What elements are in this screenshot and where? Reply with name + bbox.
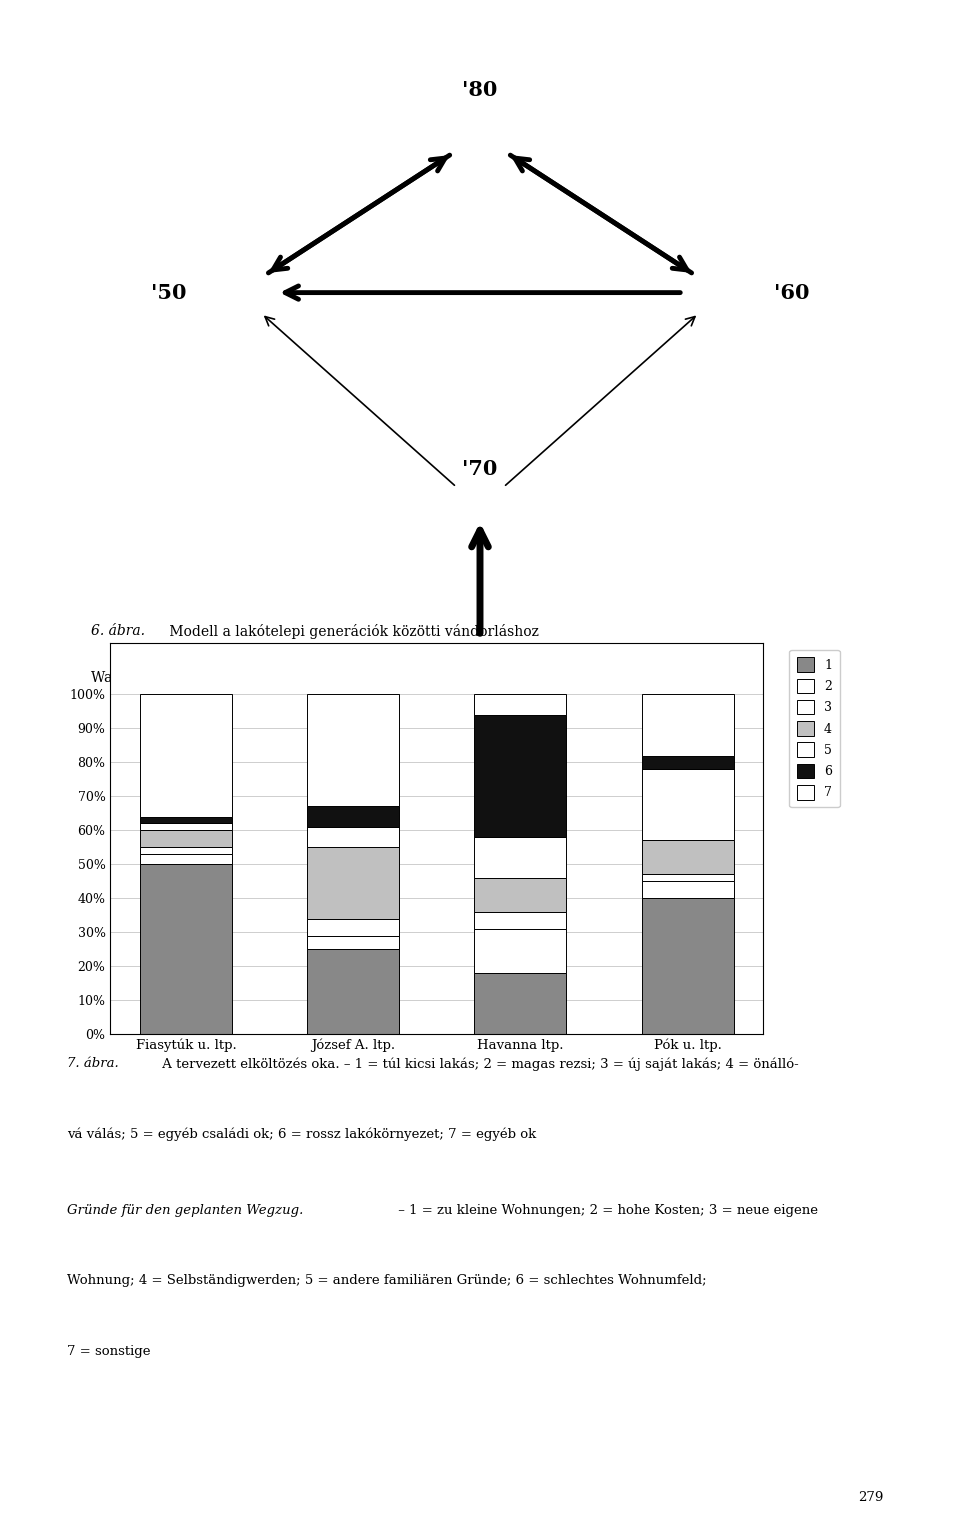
Bar xyxy=(641,881,733,898)
Text: Wanderungsmodell zwischen den Wohnsiedlungsgenerationen: Wanderungsmodell zwischen den Wohnsiedlu… xyxy=(91,671,533,685)
Bar xyxy=(474,836,566,878)
Text: Wohnung; 4 = Selbständigwerden; 5 = andere familiären Gründe; 6 = schlechtes Woh: Wohnung; 4 = Selbständigwerden; 5 = ande… xyxy=(67,1275,707,1287)
Bar xyxy=(140,694,232,817)
Bar xyxy=(140,853,232,864)
Text: 7. ábra.: 7. ábra. xyxy=(67,1057,119,1069)
Bar xyxy=(474,715,566,836)
Bar xyxy=(140,864,232,1034)
Bar xyxy=(641,898,733,1034)
Bar xyxy=(307,827,399,847)
Bar xyxy=(474,694,566,715)
Bar xyxy=(307,950,399,1034)
Bar xyxy=(474,878,566,912)
Text: vá válás; 5 = egyéb családi ok; 6 = rossz lakókörnyezet; 7 = egyéb ok: vá válás; 5 = egyéb családi ok; 6 = ross… xyxy=(67,1128,537,1141)
Text: 6. ábra.: 6. ábra. xyxy=(91,625,145,639)
Bar xyxy=(641,755,733,769)
Text: A tervezett elköltözés oka. – 1 = túl kicsi lakás; 2 = magas rezsi; 3 = új saját: A tervezett elköltözés oka. – 1 = túl ki… xyxy=(158,1057,799,1071)
Bar xyxy=(140,847,232,853)
Bar xyxy=(307,806,399,827)
Text: Gründe für den geplanten Wegzug.: Gründe für den geplanten Wegzug. xyxy=(67,1204,303,1216)
Text: '80: '80 xyxy=(463,81,497,101)
Bar xyxy=(307,919,399,936)
Text: '70: '70 xyxy=(463,460,497,480)
Bar xyxy=(307,847,399,919)
Bar xyxy=(474,973,566,1034)
Bar xyxy=(140,830,232,847)
Text: 279: 279 xyxy=(858,1492,883,1504)
Bar xyxy=(641,875,733,881)
Bar xyxy=(307,694,399,806)
Bar xyxy=(641,694,733,755)
Text: Modell a lakótelepi generációk közötti vándorláshoz: Modell a lakótelepi generációk közötti v… xyxy=(165,625,539,639)
Legend: 1, 2, 3, 4, 5, 6, 7: 1, 2, 3, 4, 5, 6, 7 xyxy=(789,650,840,807)
Text: – 1 = zu kleine Wohnungen; 2 = hohe Kosten; 3 = neue eigene: – 1 = zu kleine Wohnungen; 2 = hohe Kost… xyxy=(394,1204,818,1216)
Bar xyxy=(307,936,399,950)
Bar xyxy=(641,769,733,841)
Bar xyxy=(641,841,733,875)
Bar xyxy=(474,912,566,928)
Text: 7 = sonstige: 7 = sonstige xyxy=(67,1345,151,1359)
Bar xyxy=(474,928,566,973)
Text: '50: '50 xyxy=(151,282,186,303)
Bar xyxy=(140,817,232,824)
Text: '60: '60 xyxy=(774,282,809,303)
Bar xyxy=(140,824,232,830)
